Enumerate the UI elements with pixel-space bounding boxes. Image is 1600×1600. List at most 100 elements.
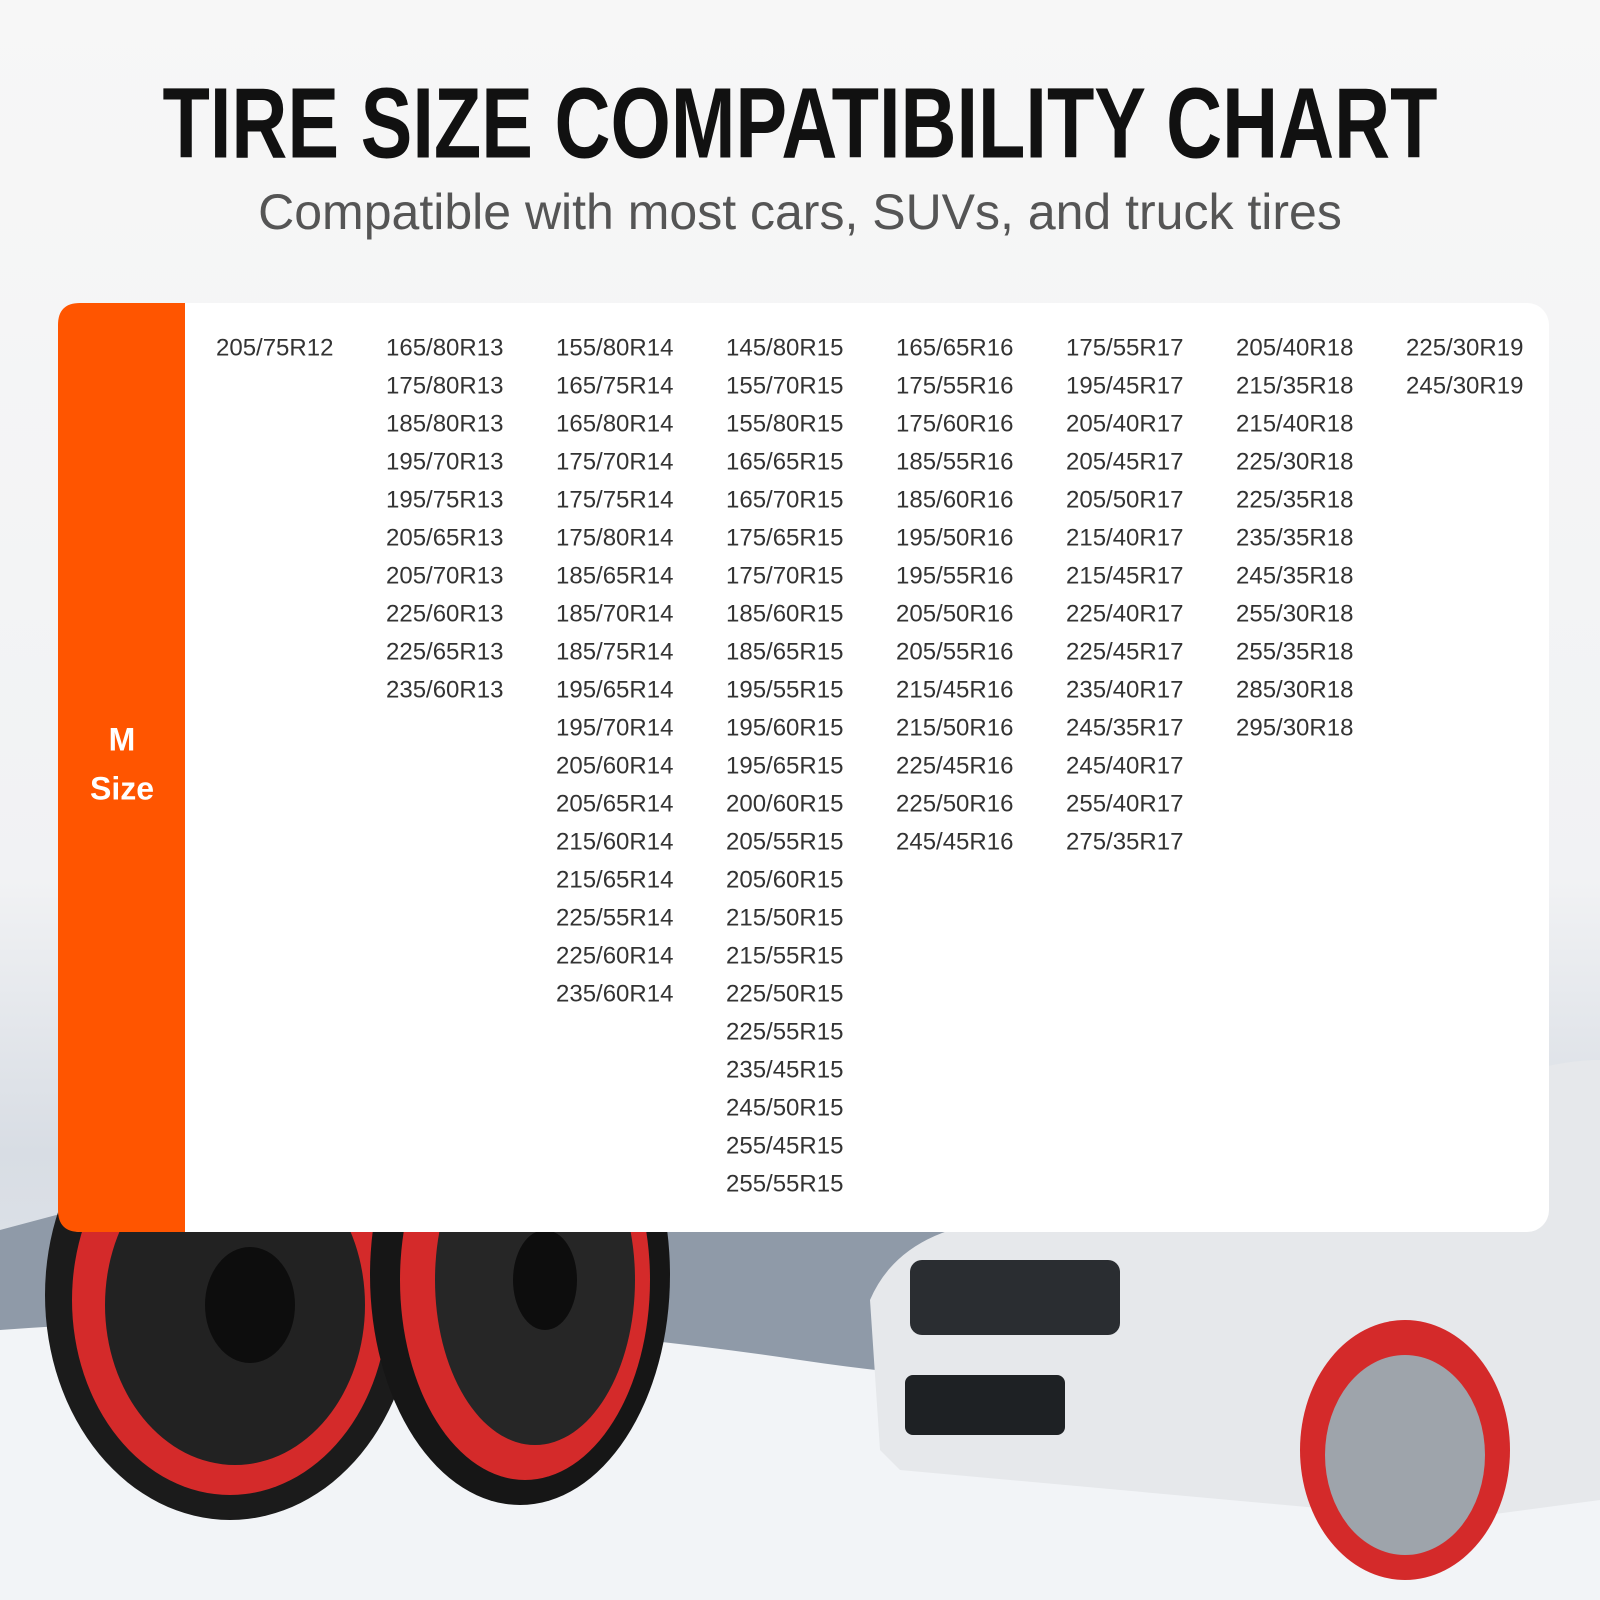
tire-size: 245/45R16 <box>896 828 1013 855</box>
tire-size: 195/65R14 <box>556 676 673 703</box>
tire-size: 255/35R18 <box>1236 638 1353 665</box>
tire-size: 175/55R16 <box>896 372 1013 399</box>
tire-size: 185/80R13 <box>386 410 503 437</box>
tire-size: 195/55R15 <box>726 676 843 703</box>
tire-size: 175/70R14 <box>556 448 673 475</box>
size-label: M <box>109 721 136 757</box>
tire-size: 225/35R18 <box>1236 486 1353 513</box>
tire-size: 195/75R13 <box>386 486 503 513</box>
tire-size: 225/50R16 <box>896 790 1013 817</box>
tire-size: 165/75R14 <box>556 372 673 399</box>
tire-size: 225/65R13 <box>386 638 503 665</box>
tire-size: 175/80R13 <box>386 372 503 399</box>
tire-size: 235/60R13 <box>386 676 503 703</box>
tire-size: 225/60R14 <box>556 942 673 969</box>
tire-size: 195/70R14 <box>556 714 673 741</box>
tire-size: 205/50R17 <box>1066 486 1183 513</box>
tire-size: 145/80R15 <box>726 334 843 361</box>
tire-size: 235/45R15 <box>726 1056 843 1083</box>
tire-size: 205/65R14 <box>556 790 673 817</box>
tire-size: 235/60R14 <box>556 980 673 1007</box>
tire-size: 215/60R14 <box>556 828 673 855</box>
tire-size: 185/75R14 <box>556 638 673 665</box>
tire-size: 215/45R16 <box>896 676 1013 703</box>
tire-size: 185/60R16 <box>896 486 1013 513</box>
tire-size: 225/30R19 <box>1406 334 1523 361</box>
tire-size: 255/45R15 <box>726 1132 843 1159</box>
tire-size: 285/30R18 <box>1236 676 1353 703</box>
size-card: M Size 205/75R12 165/80R13 175/80R13 185/80… <box>58 303 1549 1232</box>
tire-size: 165/65R16 <box>896 334 1013 361</box>
tire-size: 175/65R15 <box>726 524 843 551</box>
tire-size: 215/40R18 <box>1236 410 1353 437</box>
tire-size: 225/45R16 <box>896 752 1013 779</box>
tire-size: 195/65R15 <box>726 752 843 779</box>
tire-size: 255/30R18 <box>1236 600 1353 627</box>
tire-size: 175/60R16 <box>896 410 1013 437</box>
tire-size: 225/45R17 <box>1066 638 1183 665</box>
tire-size: 165/65R15 <box>726 448 843 475</box>
tire-size: 205/55R15 <box>726 828 843 855</box>
tire-size: 215/40R17 <box>1066 524 1183 551</box>
tire-size: 215/55R15 <box>726 942 843 969</box>
tire-size: 235/40R17 <box>1066 676 1183 703</box>
tire-size: 185/55R16 <box>896 448 1013 475</box>
card <box>58 303 1549 1232</box>
tire-size: 255/40R17 <box>1066 790 1183 817</box>
tire-size: 205/50R16 <box>896 600 1013 627</box>
tire-size: 195/60R15 <box>726 714 843 741</box>
tire-size: 245/50R15 <box>726 1094 843 1121</box>
tire-size: 195/50R16 <box>896 524 1013 551</box>
tire-size: 185/60R15 <box>726 600 843 627</box>
tire-size: 175/80R14 <box>556 524 673 551</box>
tire-size: 205/60R14 <box>556 752 673 779</box>
tire-size: 245/35R17 <box>1066 714 1183 741</box>
tire-size: 195/70R13 <box>386 448 503 475</box>
tire-size: 200/60R15 <box>726 790 843 817</box>
tire-size: 255/55R15 <box>726 1170 843 1197</box>
tire-size: 225/55R14 <box>556 904 673 931</box>
tire-size: 175/55R17 <box>1066 334 1183 361</box>
tire-size: 155/70R15 <box>726 372 843 399</box>
tire-size: 225/30R18 <box>1236 448 1353 475</box>
tire-size: 165/70R15 <box>726 486 843 513</box>
subtitle: Compatible with most cars, SUVs, and tru… <box>258 184 1342 240</box>
tire-size: 195/55R16 <box>896 562 1013 589</box>
tire-size: 205/45R17 <box>1066 448 1183 475</box>
tire-size: 245/40R17 <box>1066 752 1183 779</box>
tire-size: 165/80R13 <box>386 334 503 361</box>
tire-size: 245/30R19 <box>1406 372 1523 399</box>
size-columns: 205/75R12 165/80R13 175/80R13 185/80R13 195/… <box>216 334 1523 1197</box>
tire-size: 225/50R15 <box>726 980 843 1007</box>
tire-size: 205/65R13 <box>386 524 503 551</box>
size-band <box>58 303 185 1232</box>
tire-size: 205/70R13 <box>386 562 503 589</box>
tire-size: 205/40R18 <box>1236 334 1353 361</box>
tire-size: 175/70R15 <box>726 562 843 589</box>
tire-size: 245/35R18 <box>1236 562 1353 589</box>
tire-size: 205/60R15 <box>726 866 843 893</box>
tire-size: 235/35R18 <box>1236 524 1353 551</box>
size-label: Size <box>90 770 154 806</box>
tire-size: 225/55R15 <box>726 1018 843 1045</box>
tire-size: 295/30R18 <box>1236 714 1353 741</box>
tire-size: 225/40R17 <box>1066 600 1183 627</box>
tire-size: 185/65R14 <box>556 562 673 589</box>
tire-size: 185/65R15 <box>726 638 843 665</box>
tire-size: 215/50R16 <box>896 714 1013 741</box>
tire-size: 155/80R14 <box>556 334 673 361</box>
tire-size: 215/45R17 <box>1066 562 1183 589</box>
tire-size: 205/75R12 <box>216 334 333 361</box>
tire-size: 215/65R14 <box>556 866 673 893</box>
tire-size: 215/50R15 <box>726 904 843 931</box>
tire-size: 185/70R14 <box>556 600 673 627</box>
tire-size: 225/60R13 <box>386 600 503 627</box>
title: TIRE SIZE COMPATIBILITY CHART <box>163 67 1438 179</box>
tire-size: 155/80R15 <box>726 410 843 437</box>
tire-size: 205/55R16 <box>896 638 1013 665</box>
tire-size: 175/75R14 <box>556 486 673 513</box>
tire-size: 275/35R17 <box>1066 828 1183 855</box>
tire-size: 215/35R18 <box>1236 372 1353 399</box>
